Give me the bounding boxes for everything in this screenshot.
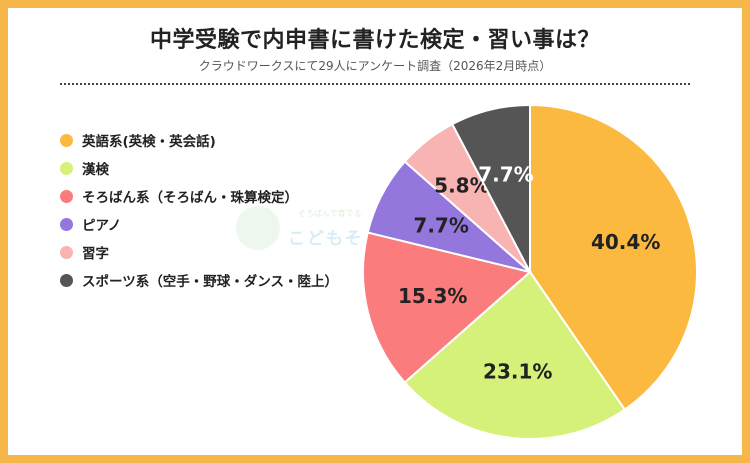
slice-value-label: 40.4% [591,230,660,254]
legend-item: 漢検 [60,154,338,182]
legend-item: ピアノ [60,210,338,238]
chart-title: 中学受験で内申書に書けた検定・習い事は？ [149,28,600,53]
pie-slice [529,103,698,411]
slice-value-label: 7.7% [413,214,468,238]
legend-label: 習字 [82,246,109,262]
watermark-logo: そろばんで育てる こどもそろ [236,200,401,260]
legend-label: そろばん系（そろばん・珠算検定） [82,190,298,206]
legend-swatch [60,133,73,147]
slice-value-label: 7.7% [478,163,533,187]
pie-slice [450,103,531,273]
pie-slice [403,270,627,440]
pie-slice [362,231,533,384]
legend-item: 英語系(英検・英会話) [60,126,338,154]
legend-swatch [60,189,73,203]
legend-swatch [60,245,73,259]
legend-swatch [60,161,73,175]
watermark-small-text: そろばんで育てる [298,209,362,218]
legend: 英語系(英検・英会話) 漢検 そろばん系（そろばん・珠算検定） ピアノ 習字 ス… [60,126,338,294]
watermark-text: こどもそろ [288,229,383,249]
legend-label: 英語系(英検・英会話) [82,134,216,150]
legend-item: そろばん系（そろばん・珠算検定） [60,182,338,210]
legend-label: ピアノ [82,218,122,234]
slice-value-label: 23.1% [483,359,552,383]
dotted-divider [60,83,690,85]
legend-swatch [60,273,73,287]
legend-item: 習字 [60,238,338,266]
legend-swatch [60,217,73,231]
slice-value-label: 15.3% [398,284,467,308]
legend-label: スポーツ系（空手・野球・ダンス・陸上） [82,274,338,290]
legend-item: スポーツ系（空手・野球・ダンス・陸上） [60,266,338,294]
chart-subtitle: クラウドワークスにて29人にアンケート調査（2026年2月時点） [198,59,552,73]
watermark-mascot-icon [236,206,280,250]
legend-label: 漢検 [82,162,109,178]
